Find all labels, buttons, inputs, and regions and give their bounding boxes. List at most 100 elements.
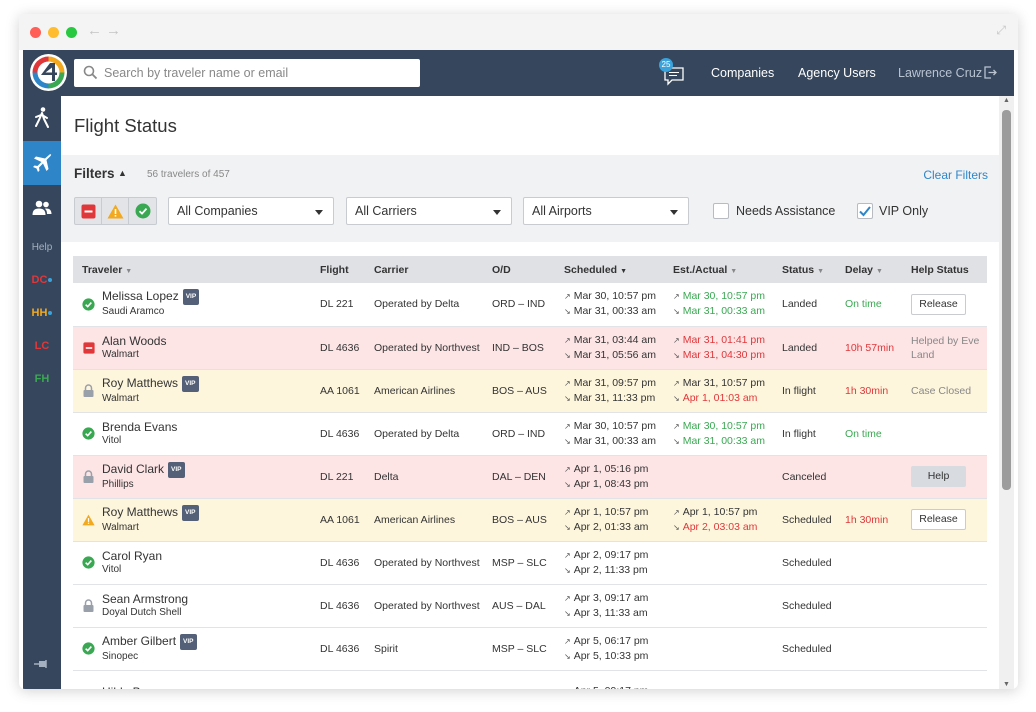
release-button[interactable]: Release bbox=[911, 509, 966, 530]
back-arrow-icon[interactable]: ← bbox=[87, 22, 102, 39]
traveler-cell[interactable]: Brenda Evans Vitol bbox=[73, 412, 311, 456]
main-content: Flight Status Filters ▲ 56 travelers of … bbox=[61, 96, 999, 689]
filter-danger-button[interactable] bbox=[75, 198, 102, 224]
flight-cell: AA 1061 bbox=[311, 369, 365, 413]
table-row[interactable]: Roy Matthews VIP Walmart AA 1061 American Ai… bbox=[73, 369, 987, 413]
table-row[interactable]: Brenda Evans Vitol DL 4636 Operated by Delt… bbox=[73, 412, 987, 456]
header-carrier: Carrier bbox=[365, 256, 483, 283]
traveler-name[interactable]: Melissa Lopez bbox=[102, 289, 179, 304]
filter-ok-button[interactable] bbox=[129, 198, 156, 224]
help-status-cell bbox=[902, 670, 987, 689]
close-window-button[interactable] bbox=[30, 27, 41, 38]
sidebar-agent-fh[interactable]: FH bbox=[23, 373, 61, 385]
minus-square-icon bbox=[82, 341, 95, 354]
traveler-name[interactable]: Brenda Evans bbox=[102, 419, 178, 434]
sidebar-agent-dc[interactable]: DC bbox=[23, 274, 61, 286]
traveler-cell[interactable]: Hilda Bowers bbox=[73, 670, 311, 689]
traveler-name[interactable]: Sean Armstrong bbox=[102, 591, 189, 606]
traveler-company: Walmart bbox=[102, 348, 139, 360]
header-est-actual[interactable]: Est./Actual ▼ bbox=[664, 256, 773, 283]
vertical-scrollbar[interactable]: ▲ ▼ bbox=[999, 96, 1014, 689]
release-button[interactable]: Release bbox=[911, 293, 966, 315]
clear-filters-link[interactable]: Clear Filters bbox=[923, 168, 988, 182]
sidebar-item-users[interactable] bbox=[23, 186, 61, 230]
scrollbar-thumb[interactable] bbox=[1002, 110, 1011, 490]
scheduled-departure: ↗ Apr 1, 10:57 pm bbox=[564, 505, 664, 520]
header-delay[interactable]: Delay ▼ bbox=[836, 256, 902, 283]
sidebar-item-travelers[interactable] bbox=[23, 96, 61, 140]
logout-icon[interactable] bbox=[983, 65, 998, 80]
table-row[interactable]: David Clark VIP Phillips DL 221 Delta DAL – D… bbox=[73, 455, 987, 499]
table-row[interactable]: Melissa Lopez VIP Saudi Aramco DL 221 Operat… bbox=[73, 283, 987, 327]
needs-assistance-label[interactable]: Needs Assistance bbox=[736, 204, 836, 218]
fullscreen-icon[interactable]: ⤢ bbox=[996, 23, 1006, 37]
header-scheduled[interactable]: Scheduled ▼ bbox=[555, 256, 664, 283]
traveler-name[interactable]: Alan Woods bbox=[102, 333, 167, 348]
app-logo[interactable] bbox=[30, 54, 67, 91]
table-row[interactable]: Alan Woods Walmart DL 4636 Operated by Nort… bbox=[73, 326, 987, 370]
table-row[interactable]: Carol Ryan Vitol DL 4636 Operated by Northv… bbox=[73, 541, 987, 585]
scheduled-arrival: ↘ Mar 31, 11:33 pm bbox=[564, 391, 664, 406]
filters-toggle[interactable]: Filters bbox=[74, 166, 115, 181]
search-icon bbox=[83, 65, 98, 80]
flight-cell: DL 221 bbox=[311, 455, 365, 499]
header-status[interactable]: Status ▼ bbox=[773, 256, 836, 283]
traveler-name[interactable]: Carol Ryan bbox=[102, 548, 163, 563]
scheduled-departure: ↗ Mar 30, 10:57 pm bbox=[564, 419, 664, 434]
arrow-up-right-icon: ↗ bbox=[564, 464, 571, 474]
scroll-down-icon[interactable]: ▼ bbox=[1003, 681, 1010, 688]
traveler-cell[interactable]: Melissa Lopez VIP Saudi Aramco bbox=[73, 283, 311, 327]
traveler-cell[interactable]: Sean Armstrong Doyal Dutch Shell bbox=[73, 584, 311, 628]
traveler-cell[interactable]: Roy Matthews VIP Walmart bbox=[73, 369, 311, 413]
estimated-departure-time: Mar 30, 10:57 pm bbox=[682, 419, 765, 432]
sidebar-agent-lc[interactable]: LC bbox=[23, 340, 61, 352]
forward-arrow-icon[interactable]: → bbox=[106, 22, 121, 39]
traveler-cell[interactable]: Amber Gilbert VIP Sinopec bbox=[73, 627, 311, 671]
companies-select[interactable]: All Companies bbox=[168, 197, 334, 225]
minimize-window-button[interactable] bbox=[48, 27, 59, 38]
needs-assistance-checkbox[interactable] bbox=[713, 203, 729, 219]
arrow-up-right-icon: ↗ bbox=[673, 421, 680, 431]
carriers-select[interactable]: All Carriers bbox=[346, 197, 512, 225]
traveler-name[interactable]: Roy Matthews bbox=[102, 375, 179, 390]
messages-button[interactable]: 25 bbox=[659, 58, 687, 87]
traveler-company: Vitol bbox=[102, 434, 122, 446]
table-row[interactable]: Sean Armstrong Doyal Dutch Shell DL 4636 Op… bbox=[73, 584, 987, 628]
pin-sidebar-button[interactable] bbox=[23, 656, 61, 674]
traveler-name[interactable]: Roy Matthews bbox=[102, 504, 179, 519]
help-button[interactable]: Help bbox=[911, 466, 966, 487]
traveler-name[interactable]: Hilda Bowers bbox=[102, 685, 173, 690]
agency-users-link[interactable]: Agency Users bbox=[798, 66, 876, 80]
traveler-cell[interactable]: Roy Matthews VIP Walmart bbox=[73, 498, 311, 542]
traveler-name[interactable]: David Clark bbox=[102, 461, 165, 476]
vip-only-label[interactable]: VIP Only bbox=[879, 204, 929, 218]
table-row[interactable]: Roy Matthews VIP Walmart AA 1061 American Ai… bbox=[73, 498, 987, 542]
traveler-cell[interactable]: David Clark VIP Phillips bbox=[73, 455, 311, 499]
header-traveler[interactable]: Traveler ▼ bbox=[73, 256, 311, 283]
sidebar-item-flight-status[interactable] bbox=[23, 141, 61, 185]
airports-select[interactable]: All Airports bbox=[523, 197, 689, 225]
estimated-arrival: ↘ Apr 2, 03:03 am bbox=[673, 520, 773, 535]
sidebar-agent-hh[interactable]: HH bbox=[23, 307, 61, 319]
chevron-up-icon[interactable]: ▲ bbox=[118, 168, 127, 178]
table-row[interactable]: Amber Gilbert VIP Sinopec DL 4636 Spirit MSP … bbox=[73, 627, 987, 671]
filter-warning-button[interactable] bbox=[102, 198, 129, 224]
estimated-arrival: ↘ Mar 31, 04:30 pm bbox=[673, 348, 773, 363]
companies-link[interactable]: Companies bbox=[711, 66, 775, 80]
header-od: O/D bbox=[483, 256, 555, 283]
airplane-icon bbox=[33, 154, 52, 172]
traveler-cell[interactable]: Alan Woods Walmart bbox=[73, 326, 311, 370]
table-row[interactable]: Hilda Bowers ↗Apr 5, 09:17 pm bbox=[73, 670, 987, 689]
maximize-window-button[interactable] bbox=[66, 27, 77, 38]
vip-only-checkbox[interactable] bbox=[857, 203, 873, 219]
help-status-cell: Help bbox=[902, 455, 987, 499]
estimated-arrival: ↘ Mar 31, 00:33 am bbox=[673, 434, 773, 449]
search-input[interactable] bbox=[104, 63, 404, 83]
user-name[interactable]: Lawrence Cruz bbox=[898, 66, 983, 80]
scheduled-arrival-time: Apr 5, 10:33 pm bbox=[573, 649, 649, 662]
traveler-name[interactable]: Amber Gilbert bbox=[102, 633, 177, 648]
status-cell: In flight bbox=[773, 412, 836, 456]
scheduled-arrival: ↘ Mar 31, 00:33 am bbox=[564, 434, 664, 449]
traveler-cell[interactable]: Carol Ryan Vitol bbox=[73, 541, 311, 585]
scroll-up-icon[interactable]: ▲ bbox=[1003, 97, 1010, 104]
